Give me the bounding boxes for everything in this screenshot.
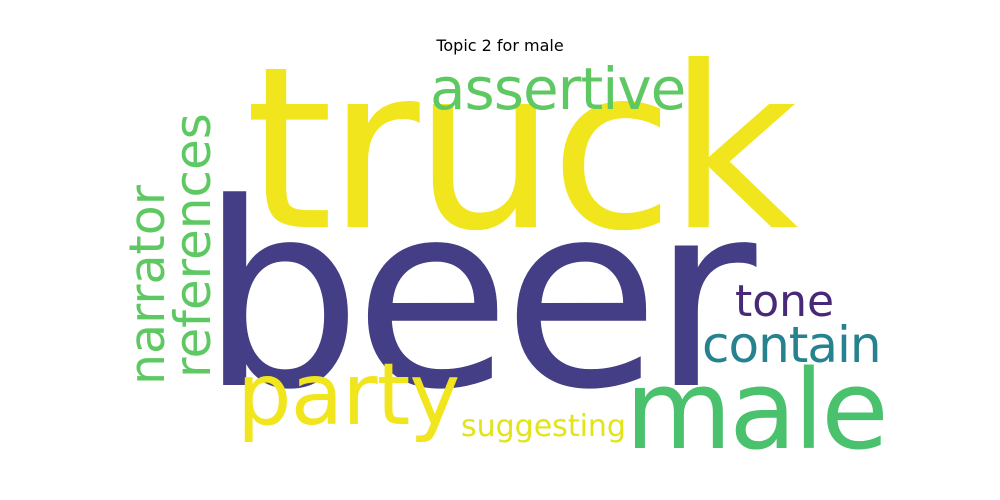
word-suggesting: suggesting (461, 409, 626, 444)
word-male: male (625, 346, 889, 474)
word-assertive: assertive (430, 55, 686, 123)
word-narrator: narrator (119, 185, 176, 385)
word-truck: truck (245, 19, 798, 281)
word-party: party (237, 345, 460, 445)
word-beer: beer (200, 149, 756, 446)
chart-title: Topic 2 for male (436, 36, 564, 55)
word-tone: tone (735, 276, 835, 327)
word-contain: contain (702, 316, 882, 374)
